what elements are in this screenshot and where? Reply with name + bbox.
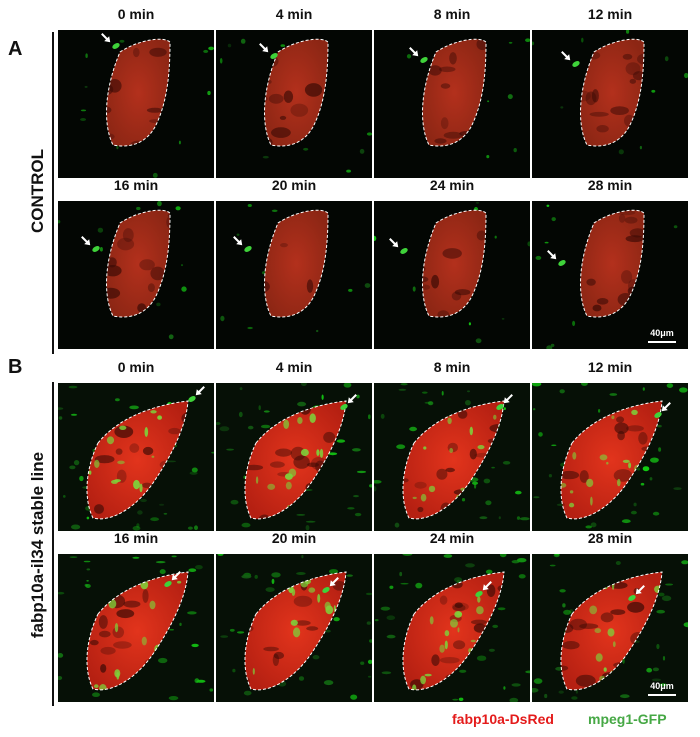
legend-red-label: fabp10a-DsRed [452,711,554,727]
time-label: 4 min [275,6,313,22]
frame-image [532,383,688,531]
microscopy-frame [216,201,372,349]
frame-image [58,383,214,531]
legend-green-label: mpeg1-GFP [588,711,667,727]
scale-bar [648,694,676,696]
time-label: 20 min [271,530,317,546]
microscopy-frame [374,554,530,702]
time-label: 0 min [117,359,155,375]
frame-image [532,554,688,702]
row-label: fabp10a-il34 stable line [28,451,47,639]
frame-image [216,383,372,531]
panel-divider [52,382,54,706]
frame-image [532,201,688,349]
time-label: 0 min [117,6,155,22]
panel-letter: A [8,38,23,60]
microscopy-frame [58,30,214,178]
scale-bar-label: 40μm [650,328,674,338]
microscopy-frame [532,30,688,178]
microscopy-frame [532,201,688,349]
frame-image [374,30,530,178]
time-label: 16 min [113,177,159,193]
frame-image [58,554,214,702]
microscopy-frame [374,383,530,531]
panel-divider [52,32,54,354]
time-label: 28 min [587,177,633,193]
frame-image [374,383,530,531]
frame-image [216,30,372,178]
frame-image [58,201,214,349]
panel-letter: B [8,356,23,378]
time-label: 8 min [433,359,471,375]
row-label: CONTROL [28,148,47,234]
time-label: 24 min [429,177,475,193]
microscopy-frame [58,554,214,702]
time-label: 28 min [587,530,633,546]
frame-image [58,30,214,178]
time-label: 16 min [113,530,159,546]
scale-bar [648,341,676,343]
time-label: 12 min [587,6,633,22]
frame-image [374,554,530,702]
microscopy-frame [216,554,372,702]
microscopy-frame [374,30,530,178]
time-label: 24 min [429,530,475,546]
microscopy-frame [216,30,372,178]
microscopy-frame [216,383,372,531]
time-label: 12 min [587,359,633,375]
frame-image [216,554,372,702]
scale-bar-label: 40μm [650,681,674,691]
time-label: 8 min [433,6,471,22]
microscopy-frame [532,383,688,531]
frame-image [532,30,688,178]
time-label: 4 min [275,359,313,375]
microscopy-frame [58,201,214,349]
microscopy-frame [532,554,688,702]
frame-image [216,201,372,349]
microscopy-frame [374,201,530,349]
microscopy-frame [58,383,214,531]
time-label: 20 min [271,177,317,193]
frame-image [374,201,530,349]
